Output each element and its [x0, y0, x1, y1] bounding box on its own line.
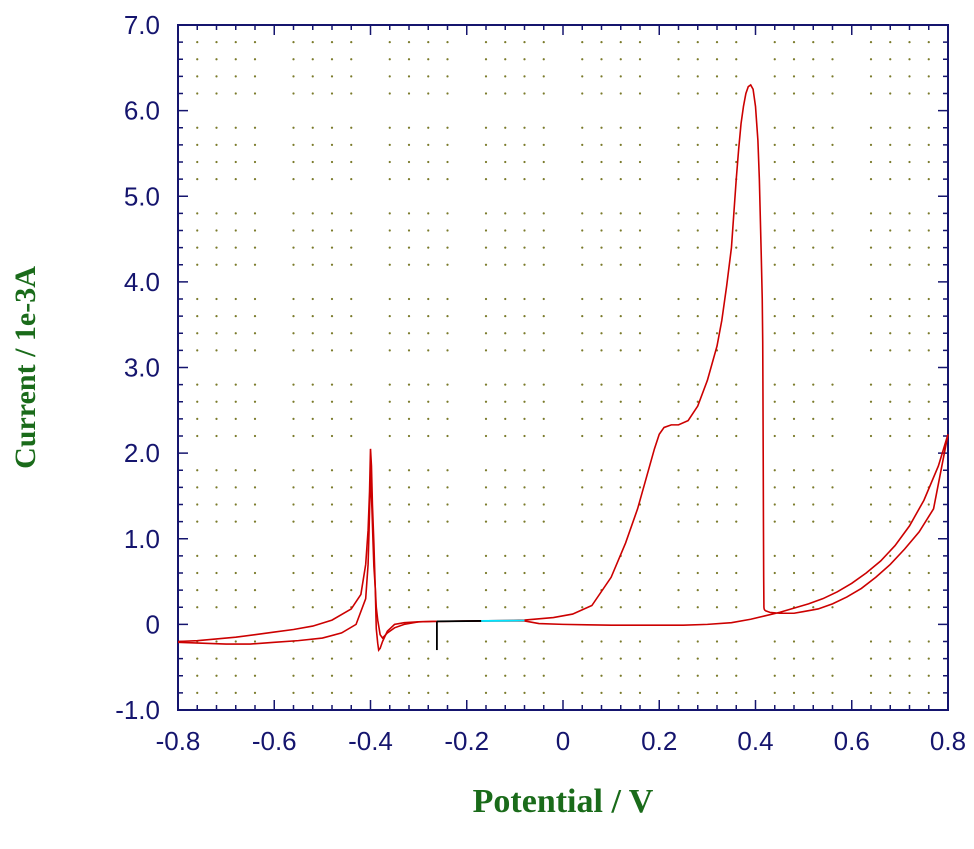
y-axis-title: Current / 1e-3A [9, 266, 42, 469]
y-tick-label: -1.0 [115, 695, 160, 725]
cv-reverse-curve [178, 434, 948, 644]
x-tick-label: -0.2 [444, 726, 489, 756]
y-tick-label: 5.0 [124, 181, 160, 211]
x-tick-label: -0.8 [156, 726, 201, 756]
x-tick-label: -0.6 [252, 726, 297, 756]
x-tick-label: 0 [556, 726, 570, 756]
x-tick-label: -0.4 [348, 726, 393, 756]
x-tick-label: 0.6 [834, 726, 870, 756]
cv-forward-curve [178, 85, 765, 650]
cv-chart-container: -0.8 -0.6 -0.4 -0.2 0 0.2 0.4 0.6 0.8 -1.0 0 1.0 2.0… [0, 0, 974, 849]
y-tick-label: 4.0 [124, 267, 160, 297]
x-axis-title: Potential / V [473, 783, 654, 820]
x-tick-label: 0.8 [930, 726, 966, 756]
y-tick-label: 2.0 [124, 438, 160, 468]
cv-curve-group [178, 85, 948, 650]
x-tick-label: 0.4 [737, 726, 773, 756]
y-tick-label: 7.0 [124, 10, 160, 40]
cv-chart-svg: -0.8 -0.6 -0.4 -0.2 0 0.2 0.4 0.6 0.8 -1.0 0 1.0 2.0… [0, 0, 974, 849]
y-tick-label: 6.0 [124, 96, 160, 126]
y-tick-label: 3.0 [124, 353, 160, 383]
grid-dots [196, 41, 930, 694]
x-tick-label: 0.2 [641, 726, 677, 756]
y-tick-label: 0 [146, 609, 160, 639]
y-tick-label: 1.0 [124, 524, 160, 554]
